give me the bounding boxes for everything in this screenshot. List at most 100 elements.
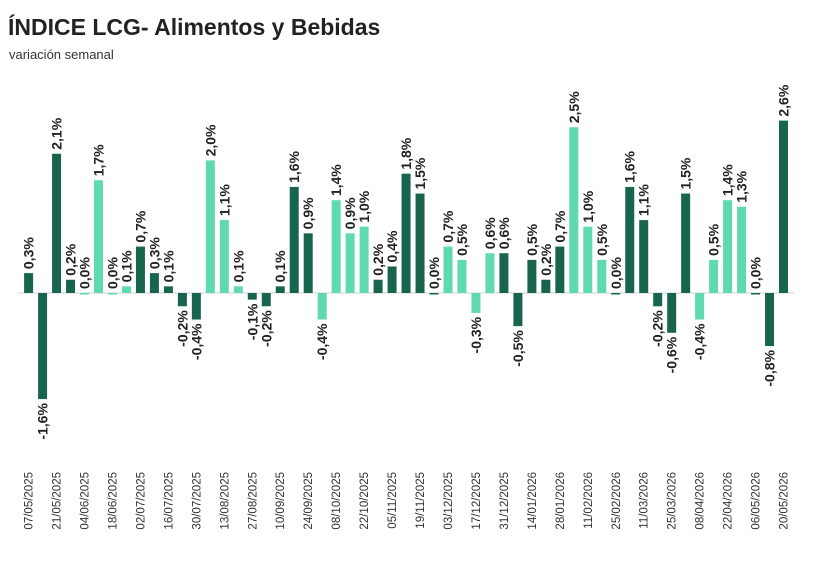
data-label: 0,1% xyxy=(230,250,246,282)
x-tick-label: 28/01/2026 xyxy=(555,472,567,530)
data-labels-layer: 0,3%-1,6%2,1%0,2%0,0%1,7%0,0%0,1%0,7%0,3… xyxy=(21,84,792,440)
data-label: -0,2% xyxy=(258,310,274,347)
bar-03/09/2025 xyxy=(261,293,271,307)
x-tick-label: 04/06/2025 xyxy=(80,472,92,530)
bar-22/10/2025 xyxy=(359,226,369,293)
bar-18/03/2026 xyxy=(653,293,663,307)
data-label: 1,3% xyxy=(734,170,750,202)
bar-30/07/2025 xyxy=(191,293,201,320)
bar-15/04/2026 xyxy=(709,259,719,293)
bar-09/07/2025 xyxy=(149,273,159,293)
data-label: 1,5% xyxy=(412,157,428,189)
data-label: -0,1% xyxy=(244,303,260,340)
chart-subtitle: variación semanal xyxy=(9,47,114,62)
data-label: -1,6% xyxy=(35,403,51,440)
data-label: 0,1% xyxy=(272,250,288,282)
x-tick-label: 30/07/2025 xyxy=(191,472,203,530)
data-label: 0,0% xyxy=(426,257,442,289)
bar-27/08/2025 xyxy=(247,293,257,300)
data-label: 0,5% xyxy=(706,223,722,255)
data-label: 1,6% xyxy=(622,150,638,182)
x-tick-label: 08/10/2025 xyxy=(331,472,343,530)
bar-13/08/2025 xyxy=(219,220,229,293)
bar-29/10/2025 xyxy=(373,279,383,293)
x-tick-label: 24/09/2025 xyxy=(303,472,315,530)
chart-title: ÍNDICE LCG- Alimentos y Bebidas xyxy=(8,14,381,40)
bar-28/05/2025 xyxy=(66,279,76,293)
x-tick-label: 02/07/2025 xyxy=(135,472,147,530)
x-tick-label: 06/05/2026 xyxy=(751,472,763,530)
data-label: 0,5% xyxy=(594,223,610,255)
data-label: 1,5% xyxy=(678,157,694,189)
bar-06/08/2025 xyxy=(205,160,215,293)
x-tick-label: 11/03/2026 xyxy=(639,472,651,529)
data-label: 1,1% xyxy=(636,184,652,216)
x-tick-label: 25/03/2026 xyxy=(667,472,679,530)
data-label: 0,2% xyxy=(63,243,79,275)
data-label: 0,9% xyxy=(342,197,358,229)
bar-20/08/2025 xyxy=(233,286,243,293)
data-label: -0,4% xyxy=(692,323,708,360)
bar-04/06/2025 xyxy=(80,293,90,295)
bar-26/11/2025 xyxy=(429,293,439,295)
bar-28/01/2026 xyxy=(555,246,565,293)
data-label: -0,6% xyxy=(664,336,680,373)
data-label: 2,0% xyxy=(202,124,218,156)
data-label: 1,0% xyxy=(580,190,596,222)
data-label: 0,3% xyxy=(146,237,162,269)
x-tick-label: 07/05/2025 xyxy=(24,472,36,530)
x-tick-label: 25/02/2026 xyxy=(611,472,623,530)
data-label: 0,7% xyxy=(440,210,456,242)
data-label: 1,7% xyxy=(91,144,107,176)
data-label: -0,2% xyxy=(650,310,666,347)
x-tick-label: 13/08/2025 xyxy=(219,472,231,530)
x-tick-label: 05/11/2025 xyxy=(387,472,399,529)
bar-02/07/2025 xyxy=(135,246,145,293)
data-label: 0,4% xyxy=(384,230,400,262)
bar-24/12/2025 xyxy=(485,253,495,293)
bar-08/10/2025 xyxy=(331,200,341,293)
x-tick-label: 14/01/2026 xyxy=(527,472,539,530)
data-label: 0,0% xyxy=(77,257,93,289)
bar-05/11/2025 xyxy=(387,266,397,293)
bar-10/09/2025 xyxy=(275,286,285,293)
data-label: 0,7% xyxy=(552,210,568,242)
bar-20/05/2026 xyxy=(779,120,789,294)
bar-11/02/2026 xyxy=(583,226,593,293)
bar-17/12/2025 xyxy=(471,293,481,313)
data-label: 1,1% xyxy=(216,184,232,216)
data-label: 1,8% xyxy=(398,137,414,169)
bar-11/03/2026 xyxy=(639,220,649,293)
x-tick-label: 22/10/2025 xyxy=(359,472,371,530)
bar-16/07/2025 xyxy=(163,286,173,293)
bar-01/04/2026 xyxy=(681,193,691,293)
data-label: 0,0% xyxy=(748,257,764,289)
bar-25/06/2025 xyxy=(121,286,131,293)
bar-08/04/2026 xyxy=(695,293,705,320)
bar-04/02/2026 xyxy=(569,127,579,293)
data-label: 1,6% xyxy=(286,150,302,182)
bar-31/12/2025 xyxy=(499,253,509,293)
x-tick-labels-layer: 07/05/2025 21/05/2025 04/06/2025 18/06/2025… xyxy=(24,472,791,530)
data-label: 0,1% xyxy=(118,250,134,282)
bar-17/09/2025 xyxy=(289,186,299,293)
data-label: 0,7% xyxy=(132,210,148,242)
bar-22/04/2026 xyxy=(723,200,733,293)
bar-07/05/2025 xyxy=(24,273,34,293)
data-label: -0,2% xyxy=(174,310,190,347)
x-tick-label: 21/05/2025 xyxy=(52,472,64,530)
bar-15/10/2025 xyxy=(345,233,355,293)
data-label: 0,0% xyxy=(104,257,120,289)
bar-11/06/2025 xyxy=(94,180,103,293)
data-label: -0,4% xyxy=(188,323,204,360)
x-tick-label: 27/08/2025 xyxy=(247,472,259,530)
data-label: 1,0% xyxy=(356,190,372,222)
data-label: 0,5% xyxy=(454,223,470,255)
data-label: 0,1% xyxy=(160,250,176,282)
bar-21/01/2026 xyxy=(541,279,551,293)
data-label: -0,4% xyxy=(314,323,330,360)
bar-19/11/2025 xyxy=(415,193,425,293)
bars-layer xyxy=(24,120,789,400)
bar-14/05/2025 xyxy=(38,293,48,400)
